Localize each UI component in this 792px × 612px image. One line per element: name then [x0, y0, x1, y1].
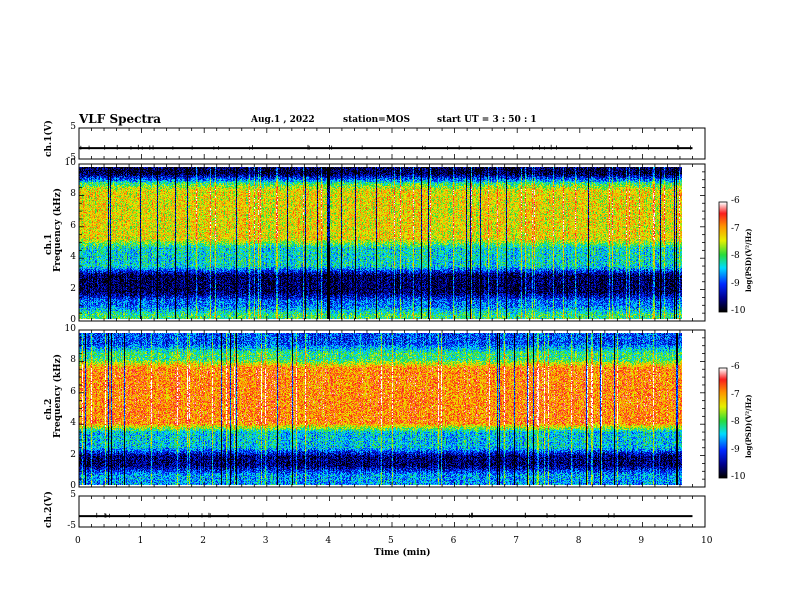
x-tick-label: 4: [325, 536, 332, 546]
x-tick-label: 7: [513, 536, 519, 546]
x-tick-label: 1: [137, 536, 144, 546]
ch2-freq-tick-label: 2: [70, 449, 76, 460]
x-axis-label: Time (min): [374, 548, 431, 558]
colorbar-tick-label-1: -9: [731, 278, 740, 289]
ch1-freq-tick-label: 6: [70, 220, 76, 231]
ch1-spec-frame: [78, 163, 706, 322]
ch1-voltage-tick-label: -5: [67, 153, 76, 163]
colorbar-frame-1: [718, 201, 728, 313]
colorbar-tick-label-2: -8: [731, 417, 740, 427]
ch1-voltage-ylabel: ch.1(V): [44, 120, 54, 157]
colorbar-tick-label-2: -9: [731, 444, 740, 455]
ch1-freq-tick-label: 4: [70, 252, 76, 263]
colorbar-tick-label-1: -6: [731, 196, 740, 206]
ch1-freq-tick-label: 0: [70, 315, 76, 325]
start-time-label: start UT = 3 : 50 : 1: [437, 115, 537, 125]
ch1-voltage-tick-label: 5: [70, 122, 76, 132]
x-tick-label: 2: [200, 536, 206, 546]
ch2-spectrogram: [79, 333, 693, 485]
colorbar-frame-2: [718, 367, 728, 479]
ch2-voltage-tick-label: 5: [70, 490, 76, 500]
ch2-colorbar-label: log(PSD)(V²/Hz): [744, 394, 753, 458]
ch2-freq-tick-label: 8: [70, 355, 76, 366]
figure-title: VLF Spectra: [79, 112, 162, 126]
colorbar-tick-label-2: -6: [731, 362, 740, 372]
ch2-freq-tick-label: 10: [64, 324, 76, 334]
x-tick-label: 5: [388, 536, 394, 546]
x-tick-label: 10: [701, 536, 713, 546]
ch2-freq-tick-label: 6: [70, 386, 76, 397]
ch2-colorbar: [719, 368, 727, 478]
ch1-freq-ylabel: Frequency (kHz): [53, 187, 63, 272]
x-tick-label: 9: [638, 536, 645, 546]
ch2-spec-frame: [78, 329, 706, 488]
ch1-freq-tick-label: 2: [70, 283, 76, 294]
ch1-spectrogram: [79, 167, 693, 319]
ch2-freq-tick-label: 4: [70, 418, 76, 429]
x-tick-label: 3: [262, 536, 269, 546]
colorbar-tick-label-1: -7: [731, 223, 740, 234]
colorbar-tick-label-1: -8: [731, 251, 740, 261]
station-label: station=MOS: [343, 115, 411, 125]
colorbar-tick-label-1: -10: [731, 306, 746, 316]
colorbar-tick-label-2: -10: [731, 472, 746, 482]
ch1-colorbar-label: log(PSD)(V²/Hz): [744, 228, 753, 292]
ch2-freq-ylabel: Frequency (kHz): [53, 353, 63, 438]
x-tick-label: 6: [450, 536, 457, 546]
ch1-colorbar: [719, 202, 727, 312]
ch2-voltage-tick-label: -5: [67, 521, 76, 531]
ch2-voltage-ylabel: ch.2(V): [44, 491, 54, 528]
x-tick-label: 0: [75, 536, 81, 546]
date-label: Aug.1 , 2022: [251, 115, 315, 125]
ch2-freq-tick-label: 0: [70, 481, 76, 491]
ch1-freq-tick-label: 10: [64, 158, 76, 168]
ch1-freq-tick-label: 8: [70, 189, 76, 200]
colorbar-tick-label-2: -7: [731, 389, 740, 400]
x-tick-label: 8: [575, 536, 582, 546]
